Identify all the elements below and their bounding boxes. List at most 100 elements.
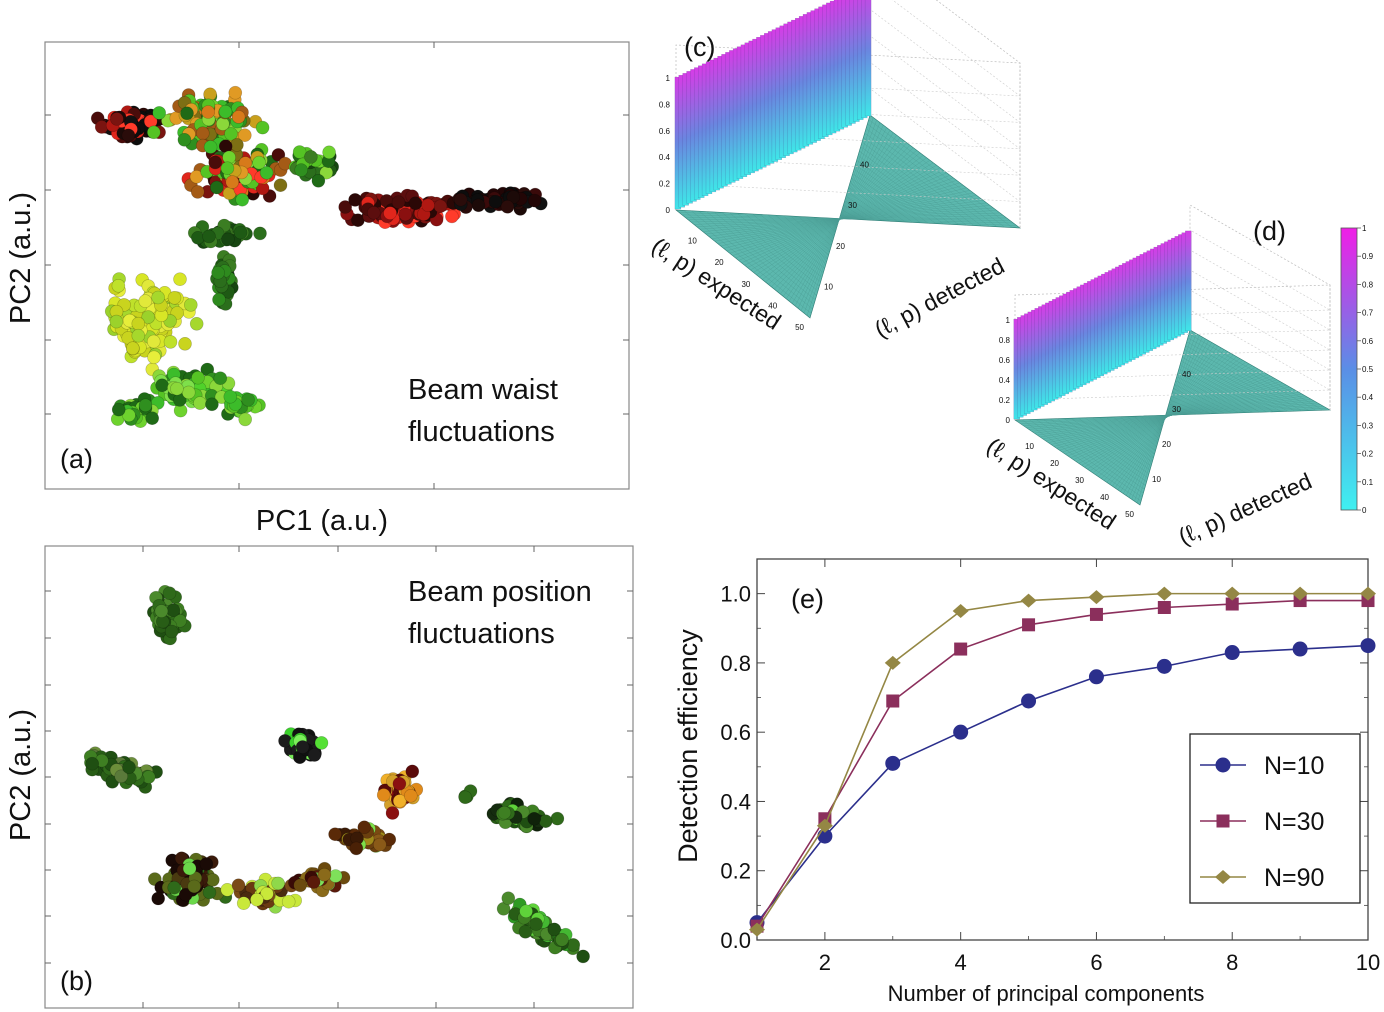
panel-d-z-ticks: 0 0.2 0.4 0.6 0.8 1 xyxy=(999,316,1011,425)
scatter-point xyxy=(222,233,235,246)
colorbar-tick-label: 0.5 xyxy=(1362,365,1374,374)
y-tick-label: 0.4 xyxy=(720,789,751,814)
panel-d-colorbar xyxy=(1341,228,1357,510)
panel-c-y-axis-label: (ℓ, p) detected xyxy=(870,252,1008,342)
scatter-point xyxy=(373,838,386,851)
scatter-point xyxy=(203,886,216,899)
panel-b-y-axis-label: PC2 (a.u.) xyxy=(5,709,37,841)
panel-e: 0.00.20.40.60.81.02 4 6 8 10 (e) Number of p… xyxy=(673,559,1380,1006)
scatter-point xyxy=(489,195,502,208)
scatter-point xyxy=(123,761,136,774)
panel-d-label: (d) xyxy=(1253,216,1286,246)
scatter-point xyxy=(294,879,307,892)
scatter-point xyxy=(556,933,569,946)
scatter-point xyxy=(112,279,125,292)
panel-d: 00.20.40.60.81 1020304050 10203040 (d) (… xyxy=(982,205,1373,550)
scatter-point xyxy=(132,329,145,342)
y-tick-label: 1.0 xyxy=(720,582,751,607)
scatter-point xyxy=(126,342,139,355)
scatter-point xyxy=(200,858,213,871)
scatter-point xyxy=(168,881,181,894)
scatter-point xyxy=(399,208,412,221)
scatter-point xyxy=(308,749,321,762)
x-tick-label: 10 xyxy=(1356,950,1380,975)
scatter-point xyxy=(253,156,266,169)
legend-label: N=90 xyxy=(1264,864,1324,892)
panel-a-x-axis-label: PC1 (a.u.) xyxy=(256,505,388,537)
scatter-point xyxy=(156,379,169,392)
scatter-point xyxy=(184,298,197,311)
panel-d-colorbar-ticks: 00.10.20.30.40.50.60.70.80.91 xyxy=(1357,224,1374,515)
colorbar-tick-label: 0.3 xyxy=(1362,421,1374,430)
data-point-N=10 xyxy=(1157,659,1172,674)
z-tick-label: 0.6 xyxy=(659,127,671,136)
y-tick-label: 30 xyxy=(1172,405,1181,414)
scatter-point xyxy=(216,118,229,131)
scatter-point xyxy=(528,194,541,207)
scatter-point xyxy=(242,393,255,406)
scatter-point xyxy=(384,207,397,220)
scatter-point xyxy=(274,179,287,192)
scatter-point xyxy=(530,918,543,931)
colorbar-tick-label: 0 xyxy=(1362,506,1367,515)
scatter-point xyxy=(214,372,227,385)
scatter-point xyxy=(122,129,135,142)
scatter-point xyxy=(148,351,161,364)
panel-b: Beam position fluctuations (b) PC2 (a.u.… xyxy=(5,546,633,1008)
z-tick-label: 0.4 xyxy=(999,376,1011,385)
scatter-point xyxy=(192,371,205,384)
scatter-point xyxy=(221,162,234,175)
y-tick-label: 20 xyxy=(1162,440,1171,449)
scatter-point xyxy=(191,185,204,198)
scatter-point xyxy=(239,413,252,426)
z-tick-label: 1 xyxy=(666,74,671,83)
z-tick-label: 1 xyxy=(1006,316,1011,325)
scatter-point xyxy=(86,757,99,770)
panel-b-annotation-line1: Beam position xyxy=(408,576,592,608)
scatter-point xyxy=(502,892,515,905)
colorbar-tick-label: 0.9 xyxy=(1362,252,1374,261)
scatter-point xyxy=(254,227,267,240)
scatter-point xyxy=(219,105,232,118)
diagonal-bar xyxy=(865,0,871,116)
panel-a: Beam waist fluctuations (a) PC1 (a.u.) P… xyxy=(5,42,629,537)
y-tick-label: 10 xyxy=(1152,475,1161,484)
scatter-point xyxy=(392,196,405,209)
data-point-N=30 xyxy=(1090,608,1103,621)
scatter-point xyxy=(188,880,201,893)
scatter-point xyxy=(256,121,269,134)
data-point-N=10 xyxy=(1293,642,1308,657)
scatter-point xyxy=(112,403,125,416)
x-tick-label: 6 xyxy=(1090,950,1102,975)
scatter-point xyxy=(519,925,532,938)
scatter-point xyxy=(577,950,590,963)
scatter-point xyxy=(358,821,371,834)
scatter-point xyxy=(234,226,247,239)
z-tick-label: 0 xyxy=(666,206,671,215)
scatter-point xyxy=(422,199,435,212)
legend-label: N=30 xyxy=(1264,808,1324,836)
scatter-point xyxy=(349,193,362,206)
scatter-point xyxy=(147,126,160,139)
y-tick-label: 0.2 xyxy=(720,859,751,884)
scatter-point xyxy=(183,862,196,875)
panel-d-y-axis-label: (ℓ, p) detected xyxy=(1174,468,1315,550)
data-point-N=30 xyxy=(886,695,899,708)
scatter-point xyxy=(174,273,187,286)
x-tick-label: 50 xyxy=(1125,510,1134,519)
y-tick-label: 40 xyxy=(860,161,869,170)
scatter-point xyxy=(139,295,152,308)
panel-e-y-axis-label: Detection efficiency xyxy=(673,629,703,863)
scatter-point xyxy=(196,127,209,140)
scatter-point xyxy=(404,789,417,802)
scatter-point xyxy=(323,146,336,159)
y-tick-label: 20 xyxy=(836,242,845,251)
scatter-point xyxy=(182,386,195,399)
colorbar-tick-label: 0.1 xyxy=(1362,478,1374,487)
panel-c-label: (c) xyxy=(684,32,715,62)
scatter-point xyxy=(206,873,219,886)
scatter-point xyxy=(386,807,399,820)
scatter-point xyxy=(272,877,285,890)
scatter-point xyxy=(147,335,160,348)
x-tick-label: 10 xyxy=(1025,442,1034,451)
